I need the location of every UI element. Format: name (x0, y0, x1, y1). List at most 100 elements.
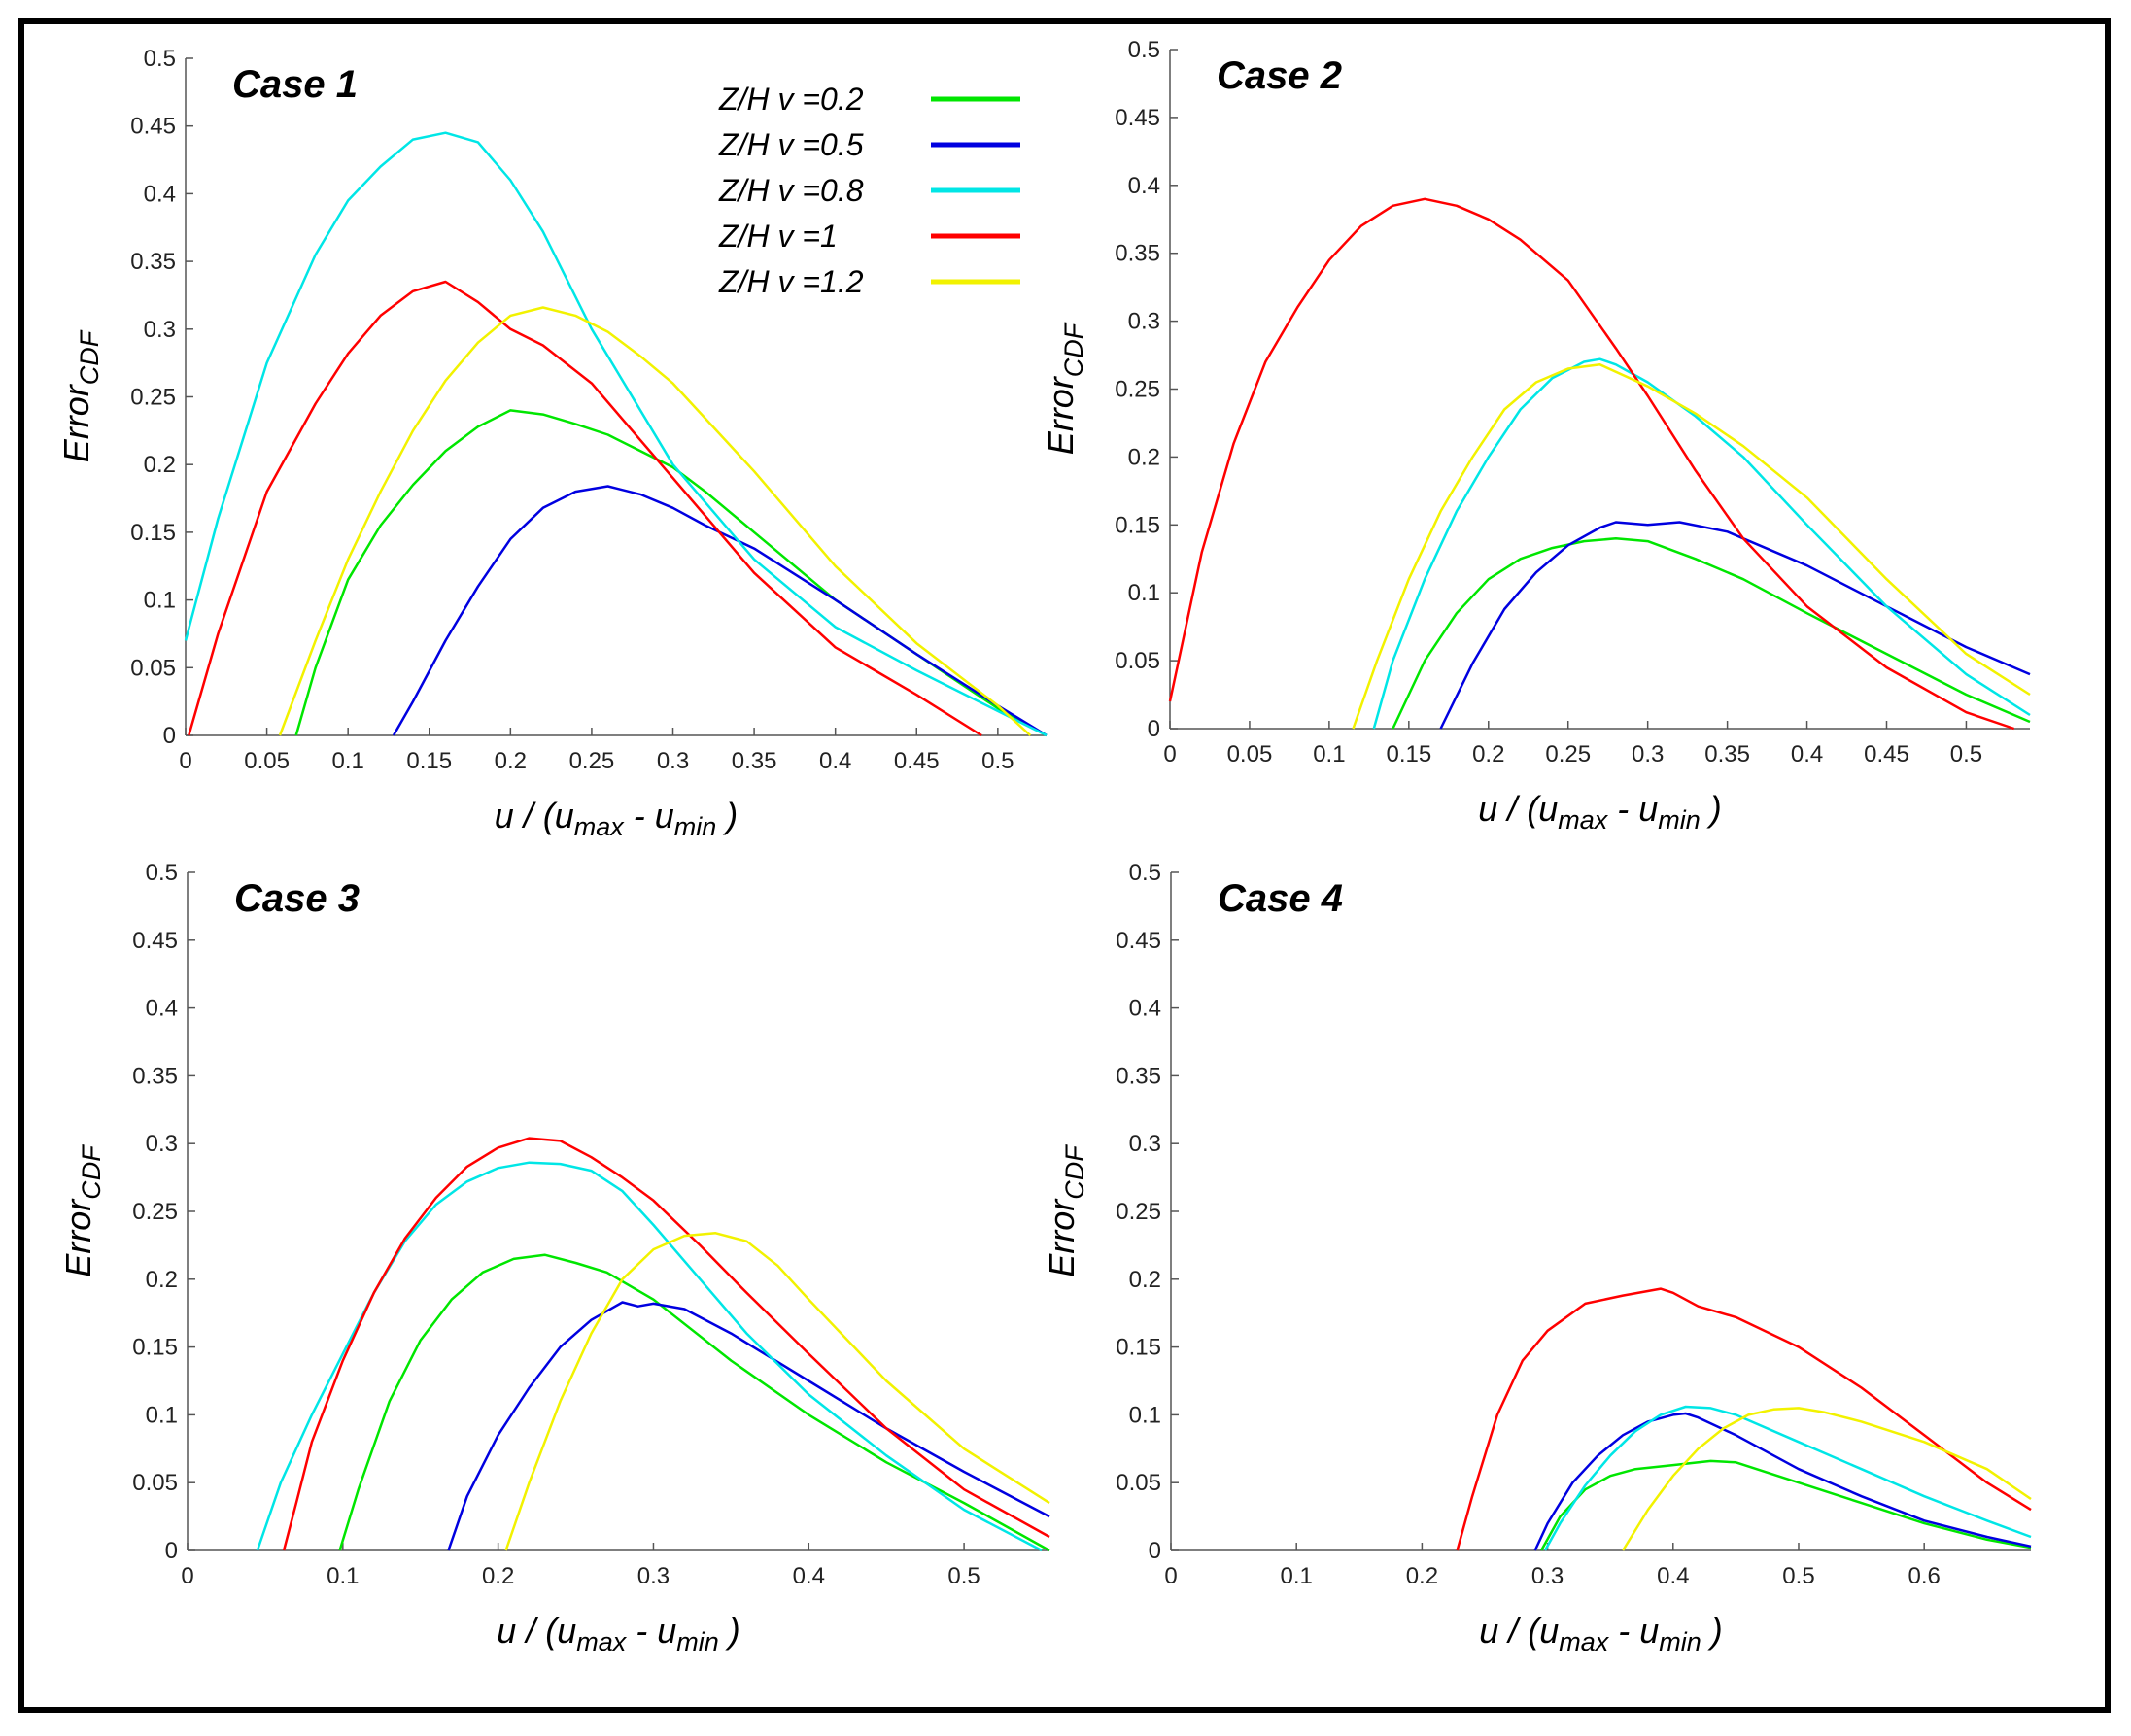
panel-case-2: 0 0.05 0.1 0.15 0.2 0.25 0.3 0.35 0.4 0.45 0.5 0 0.0… (1041, 37, 2031, 834)
y-tick-label: 0.5 (144, 46, 176, 72)
y-tick-label: 0.5 (146, 860, 178, 886)
legend-label: Z/H v =0.5 (718, 127, 864, 162)
series-line (447, 1301, 1050, 1551)
y-tick-label: 0.45 (132, 928, 178, 954)
series-line (1540, 1459, 2032, 1551)
legend-label: Z/H v =0.8 (718, 173, 864, 208)
x-tick-label: 0.2 (482, 1563, 514, 1589)
y-tick-label: 0.35 (1115, 241, 1160, 267)
legend: Z/H v =0.2 Z/H v =0.5 Z/H v =0.8 Z/H v =… (718, 82, 1020, 299)
y-tick-label: 0.45 (130, 114, 176, 140)
case-title: Case 4 (1218, 877, 1343, 920)
x-tick-label: 0.25 (1545, 741, 1591, 767)
x-tick-label: 0.2 (1472, 741, 1504, 767)
series-line (392, 485, 1048, 737)
y-tick-label: 0 (1149, 1538, 1161, 1564)
x-tick-label: 0.3 (657, 748, 689, 774)
figure-border (18, 18, 2111, 1713)
x-axis-label: u / (umax - umin ) (1478, 789, 1722, 834)
y-tick-label: 0.15 (130, 520, 176, 546)
y-tick-label: 0.05 (132, 1470, 178, 1496)
series-line (184, 131, 1048, 737)
y-tick-label: 0.45 (1115, 105, 1160, 131)
y-axis-label: ErrorCDF (1042, 1144, 1089, 1277)
x-axis-label: u / (umax - umin ) (1479, 1611, 1723, 1656)
y-tick-label: 0.4 (1128, 173, 1160, 199)
series-line (1352, 363, 2031, 730)
series-line (256, 1161, 1043, 1552)
series-line (1168, 197, 2015, 731)
y-tick-label: 0.3 (1128, 309, 1160, 335)
x-tick-label: 0.35 (732, 748, 777, 774)
case-title: Case 2 (1217, 54, 1342, 97)
y-tick-label: 0.05 (130, 655, 176, 681)
y-tick-label: 0.25 (1115, 377, 1160, 403)
x-tick-label: 0.25 (569, 748, 615, 774)
x-axis-label: u / (umax - umin ) (497, 1611, 740, 1656)
series-line (1533, 1412, 2032, 1551)
y-tick-label: 0.1 (144, 588, 176, 614)
y-tick-label: 0.4 (144, 181, 176, 207)
legend-item: Z/H v =1 (718, 219, 1020, 254)
x-tick-label: 0.2 (495, 748, 527, 774)
y-tick-label: 0.35 (130, 249, 176, 275)
legend-item: Z/H v =1.2 (718, 264, 1020, 299)
y-tick-label: 0.05 (1116, 1470, 1161, 1496)
series-line (1392, 537, 2031, 730)
y-tick-label: 0.3 (144, 317, 176, 343)
x-tick-label: 0 (181, 1563, 193, 1589)
y-tick-label: 0.35 (132, 1063, 178, 1089)
series-line (282, 1137, 1050, 1551)
x-tick-label: 0.3 (1632, 741, 1664, 767)
x-tick-label: 0.5 (981, 748, 1014, 774)
plot-area: 0 0.05 0.1 0.15 0.2 0.25 0.3 0.35 0.4 0.45 0.5 0 0.1… (1116, 860, 2032, 1589)
y-tick-label: 0.4 (1129, 996, 1161, 1022)
case-title: Case 3 (234, 877, 360, 920)
legend-label: Z/H v =0.2 (718, 82, 864, 117)
x-tick-label: 0.45 (894, 748, 940, 774)
x-tick-label: 0.4 (1791, 741, 1823, 767)
x-tick-label: 0.45 (1864, 741, 1909, 767)
series-line (504, 1232, 1050, 1551)
panel-case-4: 0 0.05 0.1 0.15 0.2 0.25 0.3 0.35 0.4 0.45 0.5 0 0.1… (1042, 860, 2032, 1656)
y-tick-label: 0 (1148, 716, 1160, 742)
y-tick-label: 0.15 (1116, 1335, 1161, 1361)
y-tick-label: 0.45 (1116, 928, 1161, 954)
x-tick-label: 0.2 (1406, 1563, 1438, 1589)
panel-case-1: 0 0.05 0.1 0.15 0.2 0.25 0.3 0.35 0.4 0.45 0.5 0 0.0… (56, 46, 1048, 841)
y-tick-label: 0.35 (1116, 1063, 1161, 1089)
series-line (1456, 1287, 2032, 1551)
x-tick-label: 0.4 (793, 1563, 825, 1589)
series-line (1622, 1407, 2032, 1551)
y-tick-label: 0.1 (1129, 1402, 1161, 1428)
x-tick-label: 0.6 (1908, 1563, 1940, 1589)
plot-area: 0 0.05 0.1 0.15 0.2 0.25 0.3 0.35 0.4 0.45 0.5 0 0.0… (1115, 37, 2031, 767)
x-tick-label: 0.05 (244, 748, 290, 774)
x-tick-label: 0.35 (1704, 741, 1750, 767)
y-axis-label: ErrorCDF (58, 1144, 106, 1277)
legend-item: Z/H v =0.8 (718, 173, 1020, 208)
y-tick-label: 0.5 (1129, 860, 1161, 886)
plot-area: 0 0.05 0.1 0.15 0.2 0.25 0.3 0.35 0.4 0.45 0.5 0 0.1… (132, 860, 1050, 1589)
series-line (1543, 1405, 2032, 1551)
series-line (278, 306, 1032, 736)
x-tick-label: 0.3 (637, 1563, 670, 1589)
case-title: Case 1 (232, 63, 358, 106)
x-tick-label: 0.5 (947, 1563, 980, 1589)
x-tick-label: 0.5 (1782, 1563, 1814, 1589)
x-tick-label: 0.1 (331, 748, 363, 774)
y-axis-label: ErrorCDF (1041, 322, 1088, 455)
plot-area: 0 0.05 0.1 0.15 0.2 0.25 0.3 0.35 0.4 0.45 0.5 0 0.0… (130, 46, 1048, 774)
x-tick-label: 0.4 (1657, 1563, 1689, 1589)
x-tick-label: 0 (179, 748, 191, 774)
x-tick-label: 0.15 (1386, 741, 1431, 767)
y-tick-label: 0.15 (132, 1335, 178, 1361)
y-tick-label: 0.25 (132, 1199, 178, 1225)
y-tick-label: 0.5 (1128, 37, 1160, 63)
series-line (1439, 521, 2031, 730)
legend-item: Z/H v =0.2 (718, 82, 1020, 117)
legend-label: Z/H v =1 (718, 219, 838, 254)
x-axis-label: u / (umax - umin ) (495, 796, 739, 841)
